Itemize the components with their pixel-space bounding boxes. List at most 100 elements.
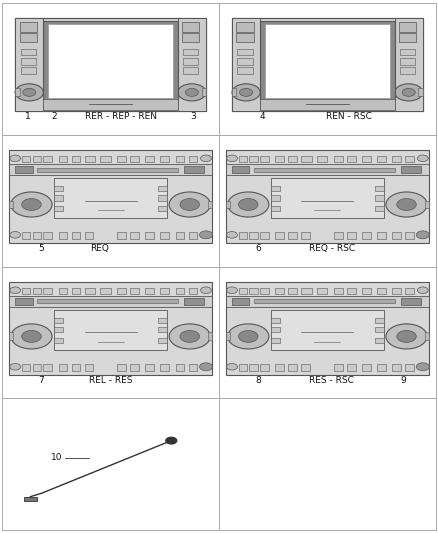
FancyBboxPatch shape [32,288,41,294]
FancyBboxPatch shape [100,156,110,162]
FancyBboxPatch shape [375,327,384,333]
FancyBboxPatch shape [260,232,269,239]
FancyBboxPatch shape [59,156,67,162]
Circle shape [417,287,428,294]
FancyBboxPatch shape [418,88,423,96]
FancyBboxPatch shape [85,364,93,371]
FancyBboxPatch shape [32,232,41,239]
FancyBboxPatch shape [276,156,284,162]
FancyBboxPatch shape [377,288,386,294]
FancyBboxPatch shape [249,364,258,371]
FancyBboxPatch shape [260,288,269,294]
FancyBboxPatch shape [232,19,423,111]
Circle shape [166,438,177,444]
Circle shape [232,84,260,101]
Text: 3: 3 [190,112,196,122]
FancyBboxPatch shape [425,333,429,341]
FancyBboxPatch shape [226,295,429,308]
FancyBboxPatch shape [158,318,167,323]
Circle shape [395,84,423,101]
FancyBboxPatch shape [362,156,371,162]
FancyBboxPatch shape [239,232,247,239]
FancyBboxPatch shape [145,288,154,294]
FancyBboxPatch shape [249,288,258,294]
Circle shape [169,324,210,349]
FancyBboxPatch shape [271,195,280,200]
FancyBboxPatch shape [184,298,204,305]
FancyBboxPatch shape [158,195,167,200]
FancyBboxPatch shape [59,288,67,294]
FancyBboxPatch shape [43,156,52,162]
Text: 7: 7 [39,376,44,385]
FancyBboxPatch shape [24,497,37,502]
FancyBboxPatch shape [32,156,41,162]
FancyBboxPatch shape [334,364,343,371]
FancyBboxPatch shape [276,288,284,294]
FancyBboxPatch shape [54,338,63,343]
FancyBboxPatch shape [145,364,154,371]
FancyBboxPatch shape [48,24,173,98]
FancyBboxPatch shape [130,156,139,162]
FancyBboxPatch shape [183,58,198,64]
FancyBboxPatch shape [117,156,126,162]
Circle shape [178,84,206,101]
FancyBboxPatch shape [43,21,178,100]
FancyBboxPatch shape [399,33,416,42]
FancyBboxPatch shape [130,288,139,294]
FancyBboxPatch shape [375,206,384,211]
FancyBboxPatch shape [347,288,356,294]
FancyBboxPatch shape [392,288,401,294]
FancyBboxPatch shape [22,232,30,239]
FancyBboxPatch shape [158,327,167,333]
FancyBboxPatch shape [317,156,327,162]
FancyBboxPatch shape [399,22,416,31]
FancyBboxPatch shape [54,186,63,191]
Circle shape [402,88,415,96]
FancyBboxPatch shape [9,164,212,175]
FancyBboxPatch shape [21,58,36,64]
FancyBboxPatch shape [15,88,20,96]
FancyBboxPatch shape [254,300,395,303]
FancyBboxPatch shape [117,364,126,371]
Text: 4: 4 [260,112,265,122]
FancyBboxPatch shape [237,22,254,31]
FancyBboxPatch shape [276,232,284,239]
FancyBboxPatch shape [288,364,297,371]
FancyBboxPatch shape [334,232,343,239]
FancyBboxPatch shape [392,232,401,239]
FancyBboxPatch shape [276,364,284,371]
FancyBboxPatch shape [226,150,429,243]
FancyBboxPatch shape [37,300,178,303]
FancyBboxPatch shape [425,200,429,208]
FancyBboxPatch shape [9,200,13,208]
Circle shape [185,88,198,96]
FancyBboxPatch shape [301,156,312,162]
FancyBboxPatch shape [400,67,415,74]
FancyBboxPatch shape [334,288,343,294]
Circle shape [228,192,269,217]
FancyBboxPatch shape [271,310,384,350]
FancyBboxPatch shape [392,364,401,371]
Circle shape [10,287,21,294]
Circle shape [397,330,416,342]
FancyBboxPatch shape [237,58,253,64]
FancyBboxPatch shape [71,364,80,371]
FancyBboxPatch shape [406,156,414,162]
FancyBboxPatch shape [375,195,384,200]
FancyBboxPatch shape [9,150,212,243]
FancyBboxPatch shape [226,200,230,208]
FancyBboxPatch shape [347,232,356,239]
FancyBboxPatch shape [176,364,184,371]
FancyBboxPatch shape [43,232,52,239]
FancyBboxPatch shape [271,338,280,343]
FancyBboxPatch shape [265,24,390,98]
FancyBboxPatch shape [85,288,95,294]
FancyBboxPatch shape [189,364,197,371]
Circle shape [386,324,427,349]
Text: 9: 9 [400,376,406,385]
FancyBboxPatch shape [260,156,269,162]
FancyBboxPatch shape [347,156,356,162]
FancyBboxPatch shape [232,166,249,173]
FancyBboxPatch shape [160,364,169,371]
FancyBboxPatch shape [43,364,52,371]
